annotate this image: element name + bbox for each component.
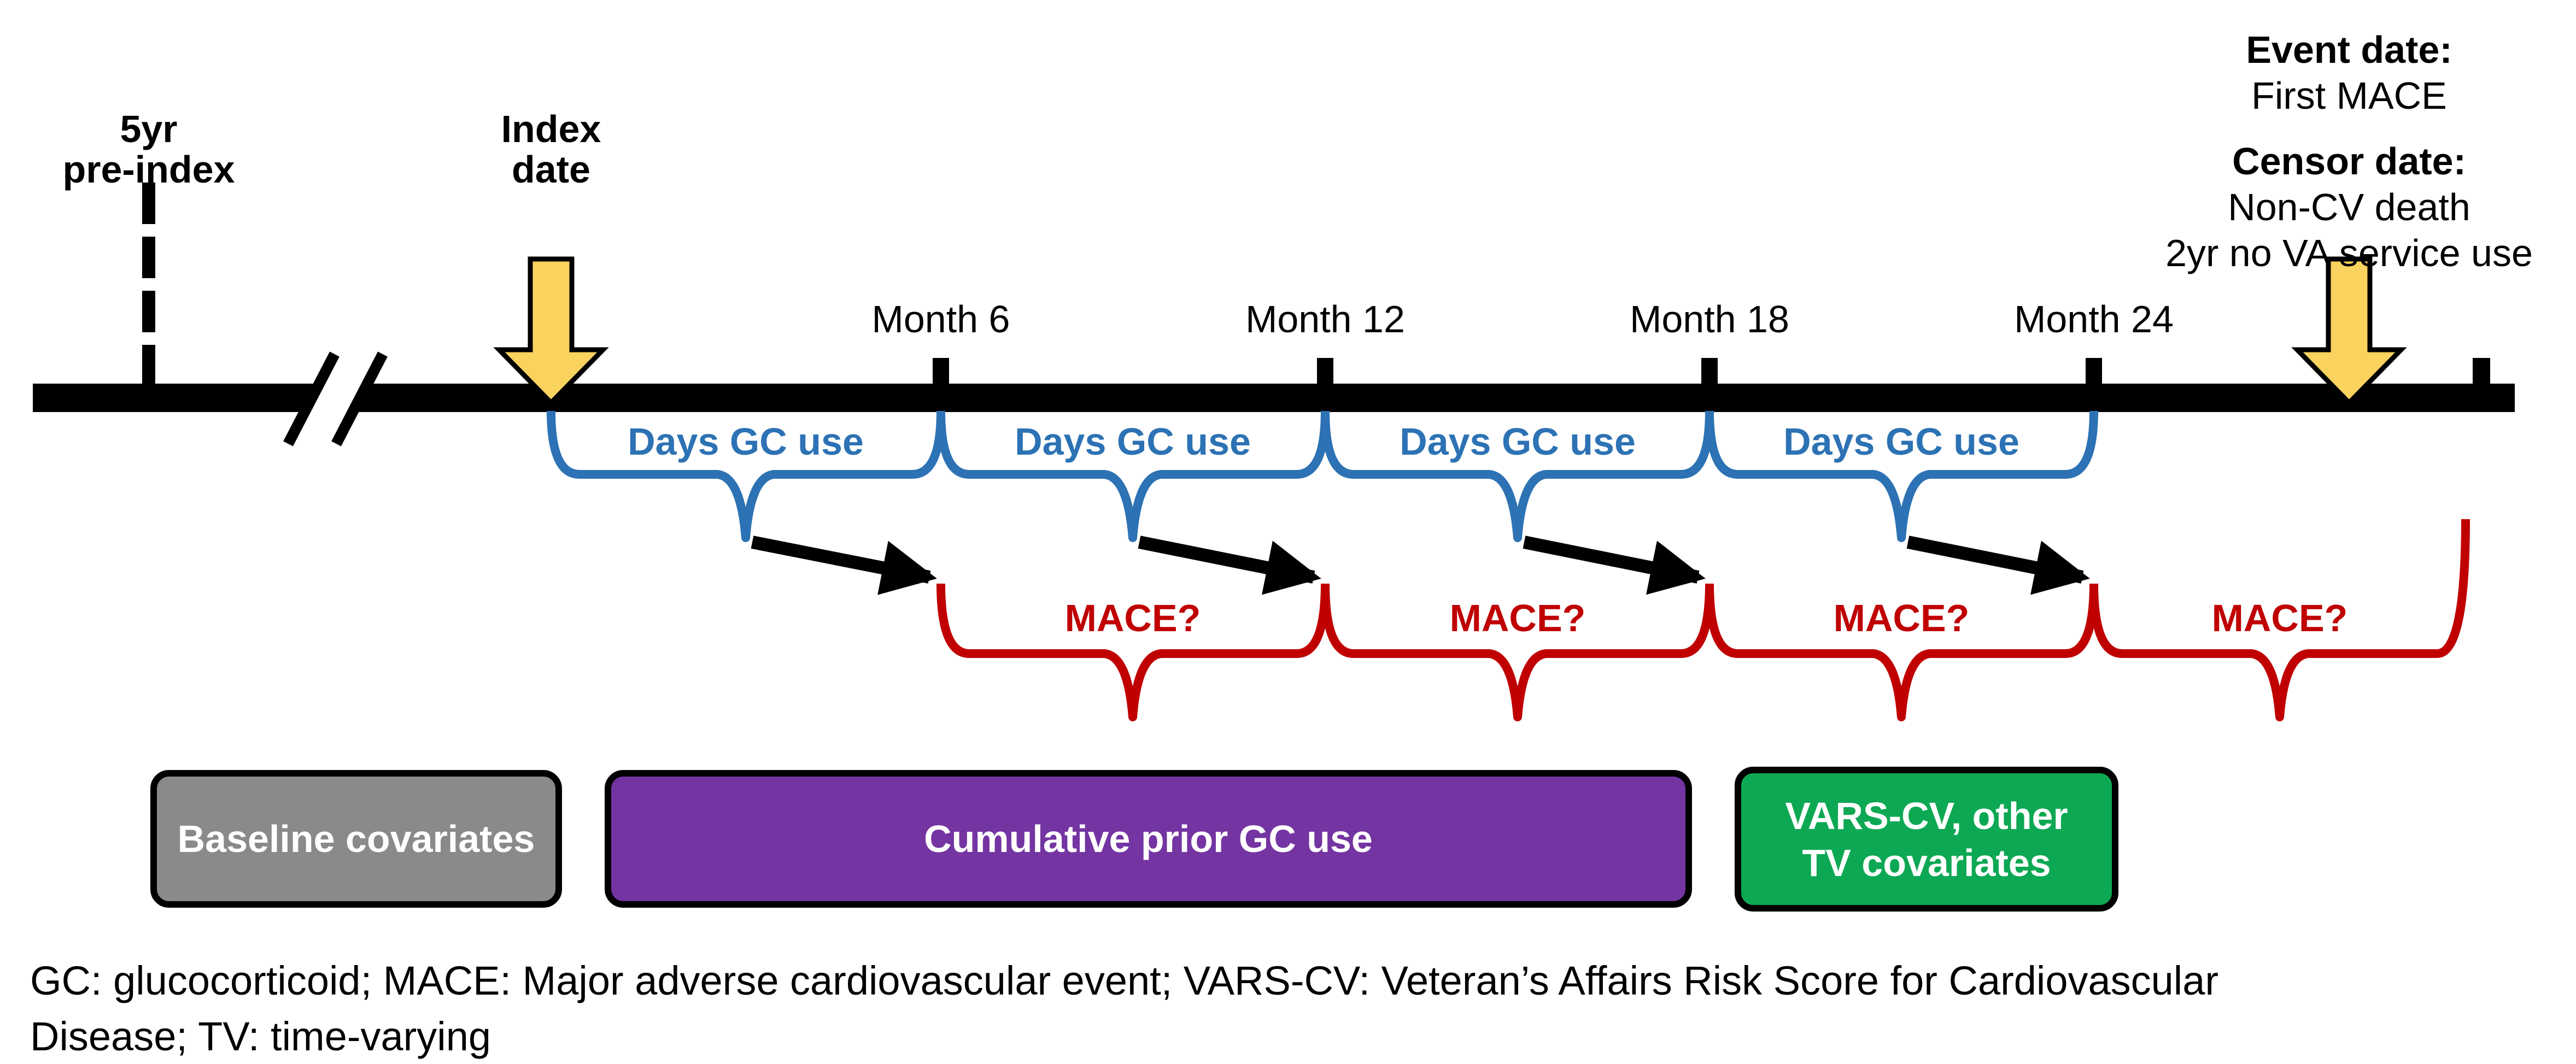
month-6-label: Month 6 bbox=[871, 298, 1010, 340]
mace-label-3: MACE? bbox=[1833, 597, 1970, 639]
index-date-arrow-icon bbox=[493, 256, 609, 407]
event-censor-arrow-icon bbox=[2291, 256, 2407, 407]
footnote-line2: Disease; TV: time-varying bbox=[30, 1014, 491, 1059]
gc-to-mace-arrow-4 bbox=[1906, 536, 2090, 595]
gc-use-brace-2 bbox=[936, 410, 1330, 542]
mace-label-4: MACE? bbox=[2211, 597, 2348, 639]
timeline-break-icon bbox=[283, 351, 388, 446]
time-varying-covariates-box: VARS-CV, other TV covariates bbox=[1735, 767, 2118, 912]
timeline-bar bbox=[33, 384, 2515, 412]
gc-use-brace-1 bbox=[547, 410, 945, 542]
mace-brace-1 bbox=[936, 583, 1330, 721]
index-date-label-line1: Index bbox=[501, 108, 601, 150]
month-18-label: Month 18 bbox=[1630, 298, 1789, 340]
cumulative-gc-use-label: Cumulative prior GC use bbox=[924, 818, 1373, 860]
days-gc-use-label-1: Days GC use bbox=[628, 420, 864, 463]
footnote-line1: GC: glucocorticoid; MACE: Major adverse … bbox=[30, 958, 2219, 1003]
mace-brace-3 bbox=[1705, 583, 2098, 721]
days-gc-use-label-4: Days GC use bbox=[1783, 420, 2019, 463]
index-date-label-line2: date bbox=[512, 148, 590, 191]
gc-to-mace-arrow-3 bbox=[1523, 536, 1706, 595]
mace-brace-4 bbox=[2089, 519, 2470, 721]
month-6-tick bbox=[933, 358, 949, 386]
gc-to-mace-arrow-1 bbox=[751, 536, 937, 595]
month-12-tick bbox=[1317, 358, 1333, 386]
abbreviations-footnote: GC: glucocorticoid; MACE: Major adverse … bbox=[30, 953, 2218, 1064]
time-varying-covariates-line2: TV covariates bbox=[1802, 841, 2051, 884]
gc-use-brace-4 bbox=[1705, 410, 2098, 542]
baseline-covariates-label: Baseline covariates bbox=[177, 818, 535, 860]
mace-label-1: MACE? bbox=[1064, 597, 1201, 639]
time-varying-covariates-label: VARS-CV, other TV covariates bbox=[1785, 792, 2068, 886]
event-date-value: First MACE bbox=[2251, 74, 2447, 117]
end-of-followup-tick bbox=[2473, 358, 2490, 386]
mace-brace-2 bbox=[1321, 583, 1714, 721]
month-24-label: Month 24 bbox=[2014, 298, 2174, 340]
event-censor-block: Event date: First MACE Censor date: Non-… bbox=[2165, 27, 2533, 276]
gc-to-mace-arrow-2 bbox=[1138, 536, 1321, 595]
censor-date-header: Censor date: bbox=[2232, 140, 2466, 183]
gc-use-brace-3 bbox=[1321, 410, 1714, 542]
event-date-header: Event date: bbox=[2246, 28, 2452, 71]
pre-index-label: 5yr pre-index bbox=[62, 109, 235, 190]
pre-index-label-line1: 5yr bbox=[120, 108, 178, 150]
days-gc-use-label-2: Days GC use bbox=[1015, 420, 1251, 463]
index-date-label: Index date bbox=[501, 109, 601, 190]
censor-date-value-1: Non-CV death bbox=[2228, 186, 2470, 228]
pre-index-label-line2: pre-index bbox=[62, 148, 235, 191]
month-12-label: Month 12 bbox=[1245, 298, 1405, 340]
cumulative-gc-use-box: Cumulative prior GC use bbox=[605, 770, 1692, 908]
baseline-covariates-box: Baseline covariates bbox=[150, 770, 562, 908]
days-gc-use-label-3: Days GC use bbox=[1400, 420, 1636, 463]
month-24-tick bbox=[2086, 358, 2102, 386]
time-varying-covariates-line1: VARS-CV, other bbox=[1785, 794, 2068, 837]
month-18-tick bbox=[1701, 358, 1718, 386]
mace-label-2: MACE? bbox=[1449, 597, 1586, 639]
censor-date-value-2: 2yr no VA service use bbox=[2165, 232, 2533, 274]
